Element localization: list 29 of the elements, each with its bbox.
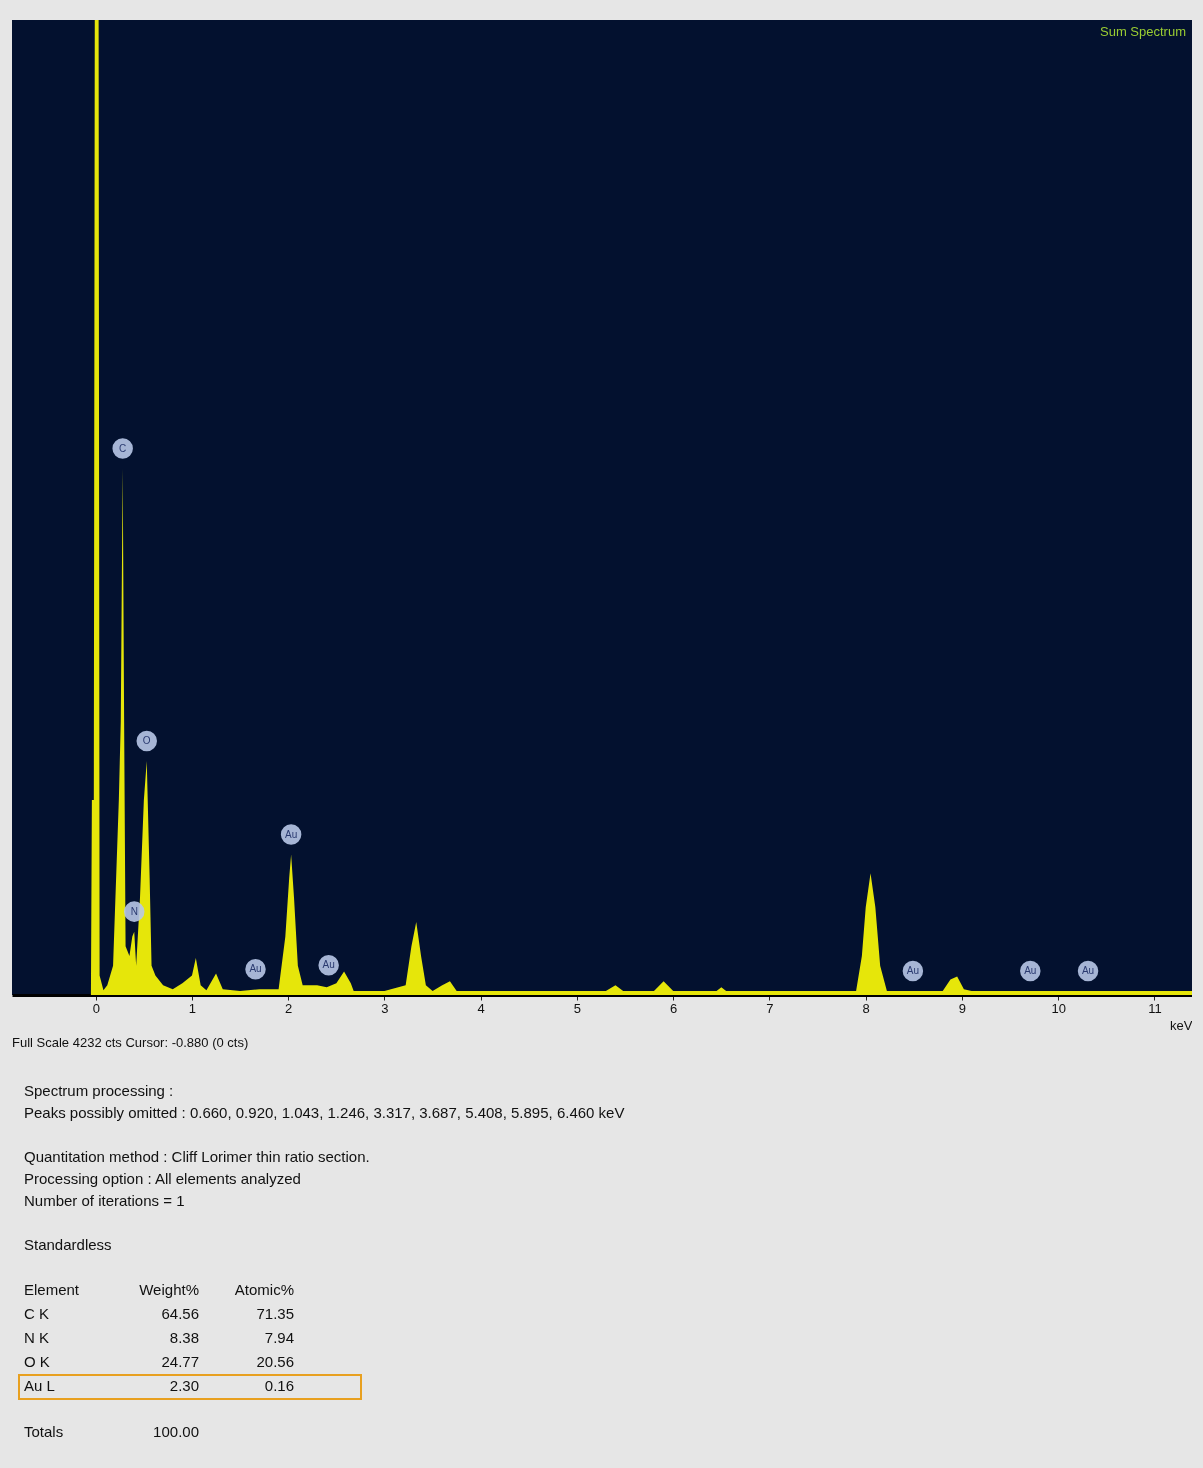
annotation: N	[130, 905, 138, 917]
annotation: O	[142, 735, 151, 746]
x-axis-title: keV	[1170, 1017, 1193, 1033]
text: Standardless	[24, 1235, 113, 1255]
annotation: Au	[249, 963, 262, 975]
annotation: Au	[285, 828, 298, 840]
x-tick-label: 3	[381, 1000, 389, 1016]
x-tick-label: 1	[188, 1000, 197, 1016]
text: Full Scale 4232 cts Cursor: -0.880 (0 cts)	[12, 1034, 250, 1052]
annotation: Au	[906, 965, 919, 977]
text: Quantitation method : Cliff Lorimer thin ratio section. Processing option : All elements analyzed Number of iterations = 1	[24, 1147, 371, 1211]
x-tick-label: 7	[766, 1000, 774, 1016]
text: Element Weight% Atomic% C K 64.56 71.35 N K 8.38 7.94 O K 24.77 20.56 Au L 2.30 0.16	[24, 1281, 294, 1394]
x-tick-label: 0	[92, 1000, 100, 1016]
x-tick-label: 10	[1051, 1000, 1066, 1016]
text: Spectrum processing : Peaks possibly omitted : 0.660, 0.920, 1.043, 1.246, 3.317, 3.687, 5.408, 5.895, 6.460 keV	[24, 1081, 626, 1123]
annotation: Au	[1024, 965, 1037, 977]
text: Totals 100.00	[24, 1423, 199, 1440]
annotation: Au	[322, 959, 335, 971]
x-tick-label: 8	[862, 1000, 870, 1016]
x-tick-label: 2	[285, 1000, 293, 1016]
x-tick-label: 9	[958, 1000, 967, 1016]
annotation: Au	[1081, 965, 1095, 977]
x-tick-label: 5	[573, 1000, 582, 1016]
chart-title: Sum Spectrum	[1100, 24, 1186, 39]
x-tick-label: 6	[670, 1000, 678, 1016]
annotation: C	[119, 442, 127, 454]
x-tick-label: 11	[1148, 1000, 1162, 1016]
x-tick-label: 4	[477, 1000, 485, 1016]
